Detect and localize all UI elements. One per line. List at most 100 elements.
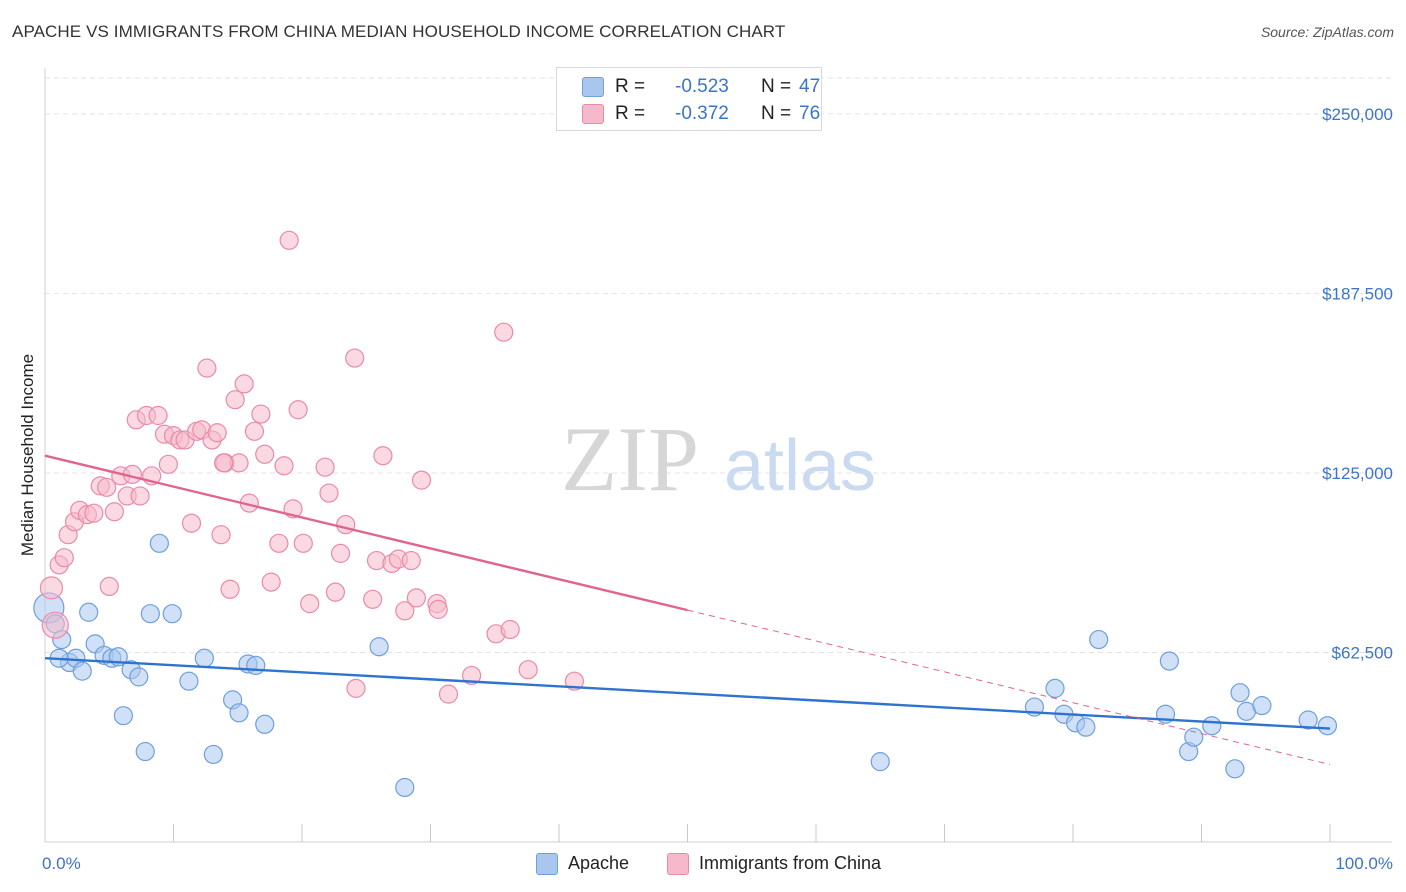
china-point — [255, 444, 275, 464]
apache-point — [140, 604, 160, 624]
china-legend-swatch — [667, 853, 689, 875]
china-point — [158, 454, 178, 474]
china-point — [462, 665, 482, 686]
chart-title: APACHE VS IMMIGRANTS FROM CHINA MEDIAN H… — [12, 22, 786, 41]
china-swatch — [582, 104, 604, 124]
china-n-value: 76 — [799, 103, 821, 124]
china-point — [148, 405, 168, 426]
china-point — [220, 579, 240, 599]
apache-point — [1317, 716, 1338, 736]
source-credit: Source: ZipAtlas.com — [1260, 24, 1394, 40]
watermark-zip: ZIP — [561, 408, 699, 510]
china-point — [428, 599, 448, 619]
china-point — [330, 543, 351, 563]
apache-n-value: 47 — [799, 76, 821, 97]
china-point — [130, 486, 150, 506]
china-point — [251, 404, 271, 424]
apache-point — [203, 744, 223, 765]
apache-point — [1045, 678, 1065, 698]
watermark: ZIP atlas — [561, 408, 876, 510]
china-point — [494, 322, 514, 342]
china-trend-line — [44, 454, 688, 612]
apache-point — [149, 533, 169, 553]
y-axis-label: Median Household Income — [18, 354, 37, 556]
apache-legend-label: Apache — [568, 853, 630, 873]
china-point — [373, 446, 393, 466]
apache-point — [179, 671, 199, 691]
x-tick-label: 0.0% — [42, 854, 81, 873]
apache-point — [369, 637, 389, 657]
china-point — [197, 358, 217, 378]
apache-point — [135, 741, 155, 762]
apache-point — [72, 661, 92, 681]
apache-point — [1202, 716, 1222, 736]
apache-legend-swatch — [536, 853, 558, 875]
china-point — [395, 601, 415, 621]
china-point — [300, 594, 320, 614]
points-layer — [33, 230, 1338, 798]
china-point — [97, 477, 117, 497]
apache-point — [1230, 683, 1250, 703]
china-point — [325, 582, 346, 602]
apache-swatch — [582, 77, 604, 97]
china-point — [293, 533, 313, 553]
apache-point — [1184, 727, 1204, 747]
china-r-value: -0.372 — [675, 103, 729, 124]
x-tick-label: 100.0% — [1335, 854, 1393, 873]
trend-layer — [44, 454, 1331, 765]
china-point — [500, 619, 520, 640]
china-point — [319, 483, 339, 503]
china-trend-line-extension — [687, 609, 1331, 765]
china-point — [346, 678, 366, 698]
apache-point — [1159, 651, 1179, 671]
china-point — [564, 671, 585, 691]
china-n-label: N = — [761, 103, 792, 124]
y-tick-label: $125,000 — [1322, 464, 1393, 483]
china-point — [269, 533, 289, 553]
china-point — [279, 230, 299, 250]
china-point — [401, 550, 421, 571]
y-tick-label: $62,500 — [1332, 643, 1393, 662]
china-point — [39, 576, 64, 600]
china-point — [211, 525, 231, 545]
china-point — [234, 374, 254, 394]
apache-point — [162, 604, 182, 624]
apache-point — [1076, 717, 1096, 737]
apache-point — [129, 667, 149, 687]
apache-trend-line — [44, 657, 1331, 730]
apache-point — [113, 706, 133, 726]
china-point — [336, 515, 356, 535]
axis-layer: $62,500 $125,000 $187,500 $250,000 0.0% 100.0… — [42, 68, 1393, 873]
china-point — [363, 589, 383, 609]
china-point — [274, 456, 294, 476]
china-point — [225, 390, 245, 410]
china-point — [214, 453, 234, 473]
china-point — [518, 660, 538, 680]
watermark-atlas: atlas — [724, 426, 876, 506]
china-legend-label: Immigrants from China — [699, 853, 882, 873]
apache-point — [246, 655, 266, 676]
apache-point — [1298, 710, 1318, 730]
china-point — [41, 611, 69, 639]
china-r-label: R = — [615, 103, 646, 124]
china-point — [315, 457, 335, 477]
china-point — [411, 470, 432, 490]
grid-layer — [45, 77, 1392, 653]
apache-point — [255, 714, 275, 734]
apache-point — [1225, 759, 1245, 779]
y-tick-label: $187,500 — [1322, 284, 1393, 303]
china-point — [288, 400, 308, 420]
apache-point — [1252, 696, 1272, 716]
apache-point — [395, 777, 415, 798]
china-point — [54, 548, 74, 568]
apache-r-value: -0.523 — [675, 76, 729, 97]
apache-point — [194, 648, 214, 668]
china-point — [99, 576, 119, 597]
apache-point — [229, 703, 249, 723]
apache-r-label: R = — [615, 76, 646, 97]
china-point — [244, 421, 265, 441]
china-point — [84, 503, 104, 523]
apache-point — [1089, 629, 1109, 650]
correlation-legend: R = -0.523 N = 47 R = -0.372 N = 76 — [556, 67, 822, 131]
